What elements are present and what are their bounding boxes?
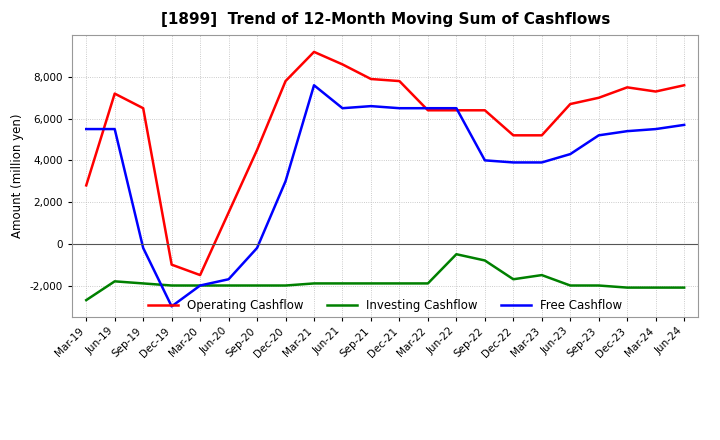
Legend: Operating Cashflow, Investing Cashflow, Free Cashflow: Operating Cashflow, Investing Cashflow, … — [143, 294, 627, 316]
Free Cashflow — [82, 126, 91, 132]
Operating Cashflow — [623, 85, 631, 90]
Operating Cashflow — [82, 183, 91, 188]
Free Cashflow — [452, 106, 461, 111]
Investing Cashflow — [366, 281, 375, 286]
Investing Cashflow — [537, 272, 546, 278]
Operating Cashflow — [110, 91, 119, 96]
Free Cashflow — [480, 158, 489, 163]
Operating Cashflow — [196, 272, 204, 278]
Free Cashflow — [310, 83, 318, 88]
Free Cashflow — [366, 103, 375, 109]
Title: [1899]  Trend of 12-Month Moving Sum of Cashflows: [1899] Trend of 12-Month Moving Sum of C… — [161, 12, 610, 27]
Free Cashflow — [225, 277, 233, 282]
Free Cashflow — [537, 160, 546, 165]
Operating Cashflow — [537, 133, 546, 138]
Investing Cashflow — [338, 281, 347, 286]
Operating Cashflow — [452, 108, 461, 113]
Free Cashflow — [167, 304, 176, 309]
Free Cashflow — [423, 106, 432, 111]
Line: Free Cashflow: Free Cashflow — [86, 85, 684, 306]
Investing Cashflow — [452, 252, 461, 257]
Operating Cashflow — [566, 101, 575, 106]
Free Cashflow — [509, 160, 518, 165]
Investing Cashflow — [139, 281, 148, 286]
Operating Cashflow — [253, 147, 261, 153]
Free Cashflow — [680, 122, 688, 128]
Operating Cashflow — [225, 210, 233, 215]
Line: Investing Cashflow: Investing Cashflow — [86, 254, 684, 300]
Investing Cashflow — [82, 297, 91, 303]
Line: Operating Cashflow: Operating Cashflow — [86, 52, 684, 275]
Free Cashflow — [253, 246, 261, 251]
Investing Cashflow — [509, 277, 518, 282]
Investing Cashflow — [196, 283, 204, 288]
Operating Cashflow — [509, 133, 518, 138]
Operating Cashflow — [652, 89, 660, 94]
Investing Cashflow — [566, 283, 575, 288]
Investing Cashflow — [225, 283, 233, 288]
Free Cashflow — [282, 179, 290, 184]
Investing Cashflow — [395, 281, 404, 286]
Investing Cashflow — [167, 283, 176, 288]
Investing Cashflow — [623, 285, 631, 290]
Operating Cashflow — [595, 95, 603, 100]
Investing Cashflow — [595, 283, 603, 288]
Operating Cashflow — [282, 78, 290, 84]
Investing Cashflow — [110, 279, 119, 284]
Free Cashflow — [338, 106, 347, 111]
Investing Cashflow — [423, 281, 432, 286]
Operating Cashflow — [139, 106, 148, 111]
Free Cashflow — [595, 133, 603, 138]
Free Cashflow — [566, 151, 575, 157]
Free Cashflow — [196, 283, 204, 288]
Operating Cashflow — [310, 49, 318, 55]
Investing Cashflow — [310, 281, 318, 286]
Investing Cashflow — [680, 285, 688, 290]
Y-axis label: Amount (million yen): Amount (million yen) — [12, 114, 24, 238]
Free Cashflow — [652, 126, 660, 132]
Operating Cashflow — [338, 62, 347, 67]
Investing Cashflow — [253, 283, 261, 288]
Free Cashflow — [623, 128, 631, 134]
Free Cashflow — [110, 126, 119, 132]
Operating Cashflow — [366, 77, 375, 82]
Operating Cashflow — [423, 108, 432, 113]
Investing Cashflow — [480, 258, 489, 263]
Free Cashflow — [139, 246, 148, 251]
Operating Cashflow — [680, 83, 688, 88]
Operating Cashflow — [480, 108, 489, 113]
Investing Cashflow — [282, 283, 290, 288]
Operating Cashflow — [167, 262, 176, 267]
Free Cashflow — [395, 106, 404, 111]
Operating Cashflow — [395, 78, 404, 84]
Investing Cashflow — [652, 285, 660, 290]
